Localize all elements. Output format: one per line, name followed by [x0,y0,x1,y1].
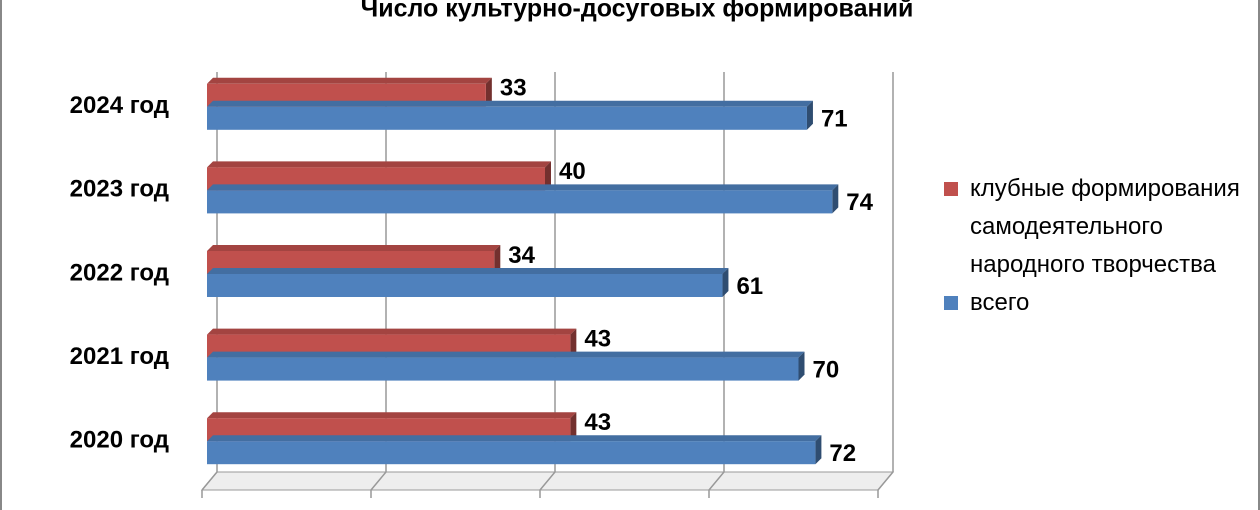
bar [207,441,816,465]
data-label: 34 [508,242,535,269]
legend-item: клубные формирования самодеятельного нар… [944,170,1244,284]
data-label: 71 [821,106,848,133]
data-label: 43 [584,325,611,352]
bar-end [798,351,805,381]
legend-label: клубные формирования самодеятельного нар… [970,175,1240,278]
legend-item: всего [944,284,1244,322]
data-label: 70 [813,356,840,383]
bar-top [207,77,492,84]
y-tick-label: 2021 год [70,343,169,370]
bar-top [207,328,577,335]
bar-end [815,435,822,465]
data-label: 72 [829,440,856,467]
data-label: 61 [736,273,763,300]
y-tick-label: 2020 год [70,427,169,454]
legend-swatch [944,182,958,196]
y-tick-label: 2024 год [70,92,169,119]
bar-end [570,328,577,358]
bar [207,357,799,381]
bar-top [207,351,805,358]
data-label: 33 [500,75,527,102]
bar-top [207,245,501,251]
grid-line [877,72,894,491]
legend-label: всего [970,289,1030,316]
bar-top [207,268,729,274]
y-tick-label: 2023 год [70,176,169,203]
legend: клубные формирования самодеятельного нар… [944,170,1244,322]
y-tick-label: 2022 год [70,259,169,286]
bar-end [494,245,501,274]
bar-top [207,100,813,107]
chart-title: Число культурно-досуговых формирований [361,0,914,23]
bar-end [485,77,492,107]
bar-top [207,184,839,191]
bar [207,106,807,130]
bar-top [207,412,577,419]
data-label: 43 [584,409,611,436]
bar-end [570,412,577,442]
bar-top [207,161,551,168]
bar-end [832,184,839,214]
axis [201,471,218,491]
data-label: 40 [559,158,586,185]
bar-end [806,100,813,130]
legend-swatch [944,296,958,310]
bar-top [207,435,822,442]
bar-end [722,268,729,297]
data-label: 74 [846,189,873,216]
bar [207,190,833,214]
bar [207,274,723,297]
bar-end [545,161,551,191]
